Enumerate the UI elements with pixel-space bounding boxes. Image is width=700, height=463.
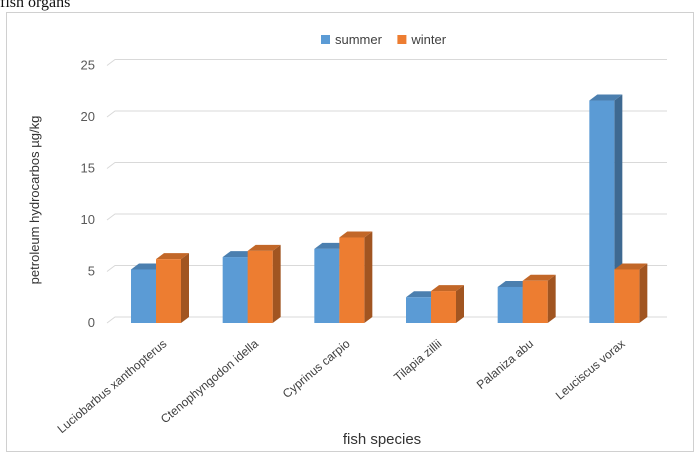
bar-winter [522, 274, 556, 323]
x-tick-label: Ctenophyngodon idella [158, 336, 261, 426]
y-tick-label: 5 [88, 264, 95, 279]
gridlines [106, 59, 667, 324]
gridline [106, 59, 667, 66]
gridline [106, 213, 667, 221]
x-tick-label: Palaniza abu [474, 337, 536, 392]
x-tick-label: Leuciscus vorax [553, 337, 628, 403]
legend-swatch-summer [321, 35, 330, 44]
y-axis: 0 5 10 15 20 25 [81, 58, 95, 331]
bar-winter [339, 231, 373, 323]
y-tick-label: 15 [81, 161, 95, 176]
x-tick-label: Cyprinus carpio [280, 336, 353, 401]
y-axis-title: petroleum hydrocarbos µg/kg [27, 116, 42, 285]
legend-label-summer: summer [335, 32, 383, 47]
bar-chart: 0 5 10 15 20 25 Luciobarbus xanthopterusCteno… [27, 32, 667, 448]
bars [131, 94, 648, 324]
gridline [106, 316, 667, 324]
gridline [106, 110, 667, 118]
bar-winter [156, 253, 189, 323]
bar-winter [614, 263, 648, 323]
legend-swatch-winter [397, 35, 407, 44]
bar-summer [589, 94, 623, 324]
y-tick-label: 0 [88, 315, 95, 330]
chart-container: 0 5 10 15 20 25 Luciobarbus xanthopterus Cteno… [6, 12, 694, 452]
legend-label-winter: winter [410, 32, 446, 47]
figure-caption: fish organs [0, 0, 71, 11]
gridline [106, 265, 667, 272]
x-tick-label: Luciobarbus xanthopterus [55, 337, 170, 436]
gridline [106, 162, 667, 169]
legend: summer winter [321, 32, 447, 47]
bar-winter [431, 285, 464, 323]
y-tick-label: 20 [81, 109, 95, 124]
bar-winter [247, 244, 281, 323]
x-axis-title: fish species [343, 431, 421, 448]
y-tick-label: 10 [81, 212, 95, 227]
x-tick-label: Tilapia zillii [391, 337, 444, 385]
y-tick-label: 25 [81, 58, 95, 73]
